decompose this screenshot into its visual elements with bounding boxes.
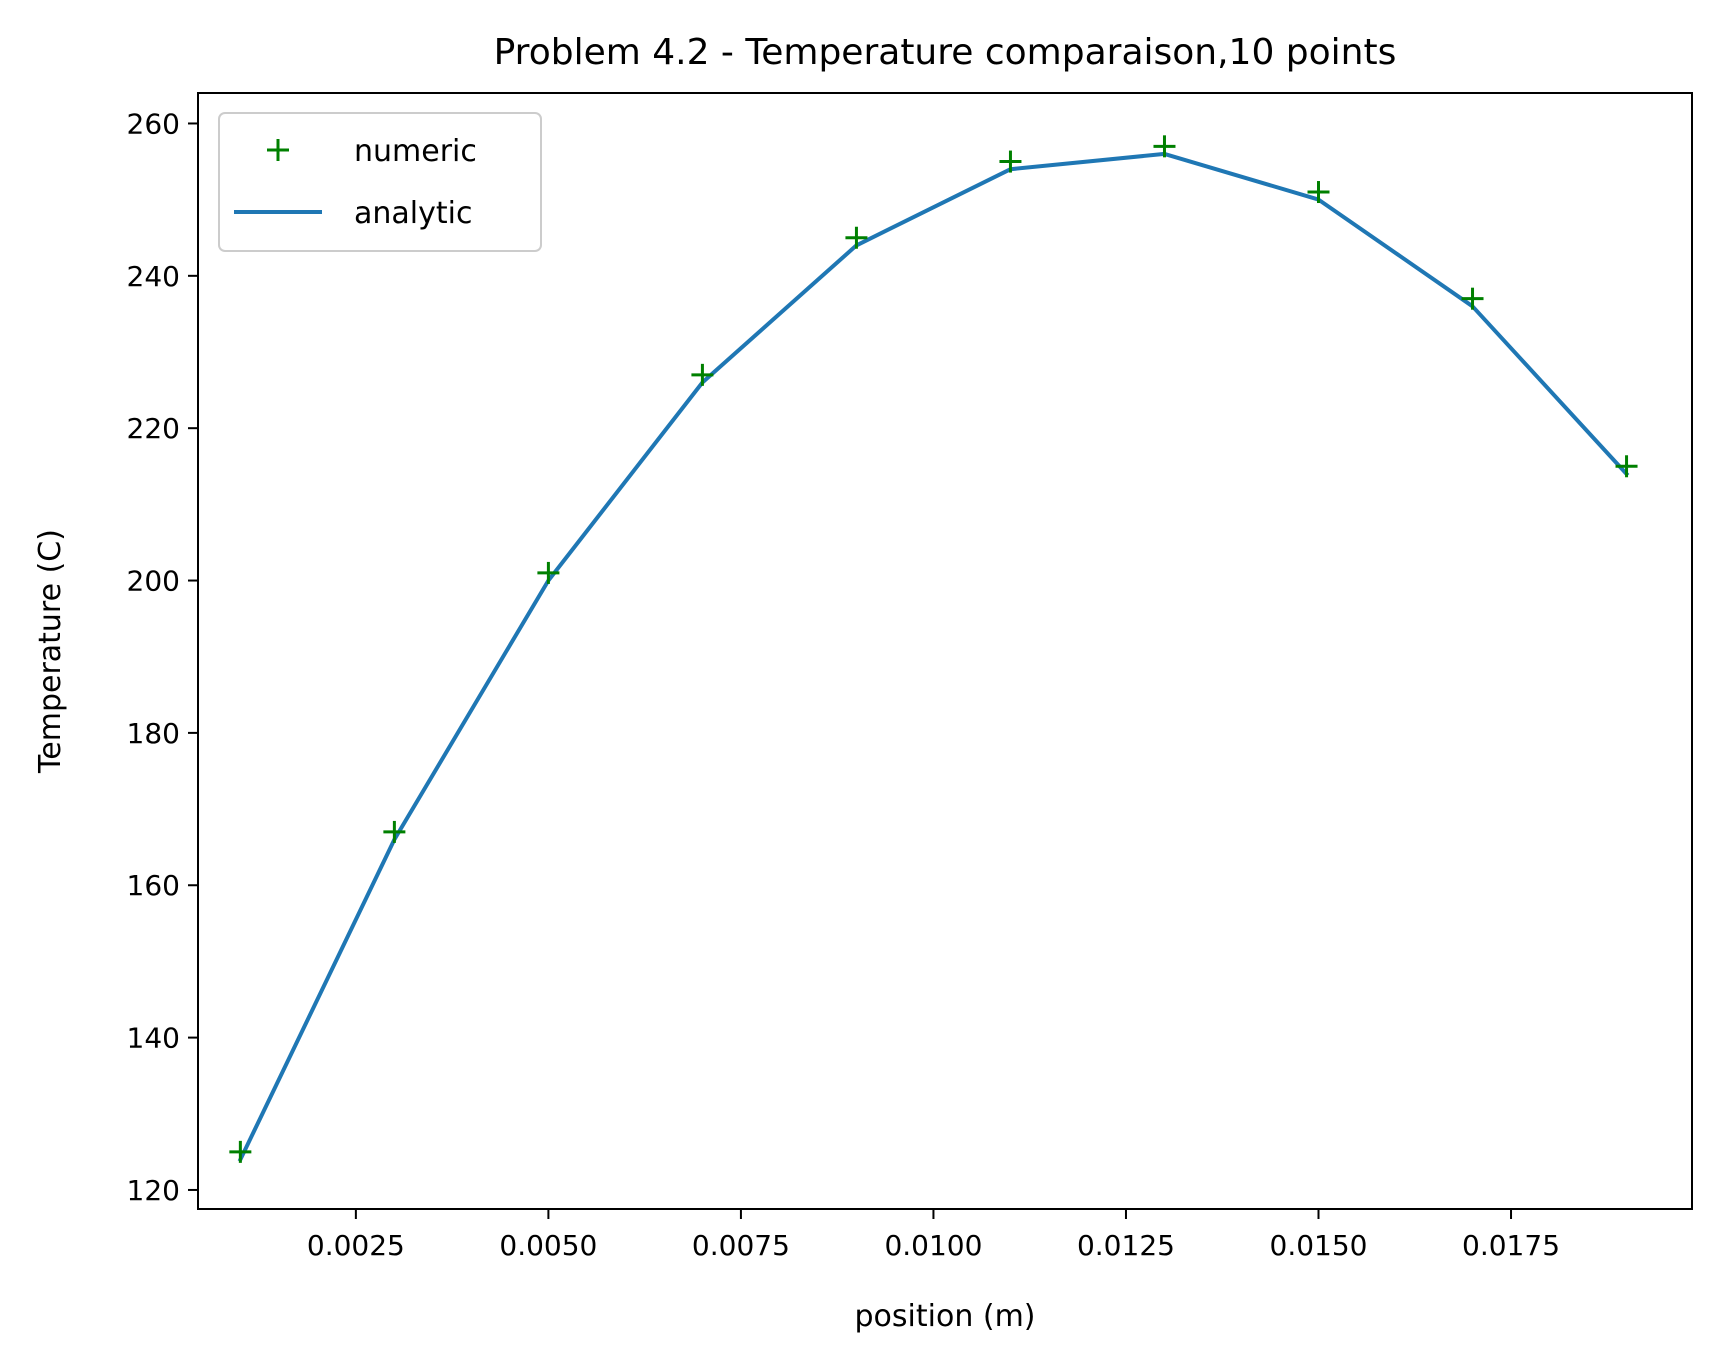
x-tick-label: 0.0125 bbox=[1077, 1229, 1175, 1262]
x-tick-label: 0.0175 bbox=[1462, 1229, 1560, 1262]
y-tick-label: 200 bbox=[127, 565, 180, 598]
x-tick-label: 0.0075 bbox=[692, 1229, 790, 1262]
y-axis: 120 140 160 180 200 220 240 260 bbox=[127, 107, 198, 1207]
data-point-numeric bbox=[229, 1140, 252, 1163]
data-point-numeric bbox=[999, 150, 1022, 173]
y-tick-label: 140 bbox=[127, 1022, 180, 1055]
series-line-analytic bbox=[237, 151, 1630, 1163]
x-axis-label: position (m) bbox=[855, 1299, 1036, 1334]
y-tick-label: 220 bbox=[127, 412, 180, 445]
x-tick-label: 0.0100 bbox=[884, 1229, 982, 1262]
data-point-numeric bbox=[383, 820, 406, 843]
y-tick-label: 240 bbox=[127, 260, 180, 293]
legend: numeric analytic bbox=[218, 112, 542, 252]
data-point-numeric bbox=[1153, 135, 1176, 158]
chart-title: Problem 4.2 - Temperature comparaison,10… bbox=[494, 32, 1397, 73]
x-tick-label: 0.0050 bbox=[499, 1229, 597, 1262]
x-tick-label: 0.0025 bbox=[307, 1229, 405, 1262]
plot-layer bbox=[229, 135, 1638, 1163]
y-tick-label: 160 bbox=[127, 869, 180, 902]
data-point-numeric bbox=[1307, 181, 1330, 204]
plot-frame bbox=[197, 92, 1693, 1210]
y-axis-label: Temperature (C) bbox=[33, 529, 68, 774]
data-point-numeric bbox=[845, 226, 868, 249]
data-point-numeric bbox=[1615, 455, 1638, 478]
x-axis: 0.0025 0.0050 0.0075 0.0100 0.0125 0.0150 0.01… bbox=[307, 1209, 1560, 1262]
legend-label-numeric: numeric bbox=[354, 134, 477, 169]
legend-box bbox=[218, 112, 542, 252]
data-point-numeric bbox=[537, 561, 560, 584]
y-tick-label: 260 bbox=[127, 107, 180, 140]
y-tick-label: 180 bbox=[127, 717, 180, 750]
legend-numeric-marker bbox=[267, 139, 289, 161]
x-tick-label: 0.0150 bbox=[1270, 1229, 1368, 1262]
data-point-numeric bbox=[691, 363, 714, 386]
y-tick-label: 120 bbox=[127, 1174, 180, 1207]
legend-label-analytic: analytic bbox=[354, 196, 472, 231]
data-point-numeric bbox=[1461, 287, 1484, 310]
